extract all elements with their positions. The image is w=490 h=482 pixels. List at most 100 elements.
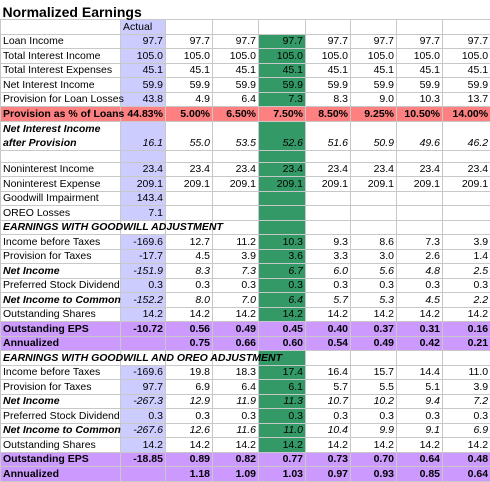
data-row: Income before Taxes -169.6 12.7 11.2 10.3 9.3… (0, 234, 490, 250)
cell (396, 19, 443, 35)
value-cell (350, 190, 397, 206)
value-cell: 0.56 (165, 321, 213, 337)
value-cell: 7.50% (258, 106, 306, 122)
value-cell (396, 350, 443, 366)
value-cell: 0.49 (350, 335, 397, 351)
data-row: Outstanding EPS -18.85 0.89 0.82 0.77 0.73 0.7… (0, 451, 490, 467)
value-cell: 6.9 (165, 379, 213, 395)
value-cell: 105.0 (350, 48, 397, 64)
value-cell: 18.3 (212, 364, 259, 380)
value-cell: 23.4 (258, 161, 306, 177)
value-cell: 0.40 (305, 321, 351, 337)
value-cell: 11.2 (212, 234, 259, 250)
actual-cell: -169.6 (120, 234, 166, 250)
data-row: Total Interest Income 105.0 105.0 105.0 105.… (0, 48, 490, 64)
value-cell: 0.3 (305, 408, 351, 424)
actual-cell (120, 335, 166, 351)
value-cell: 9.9 (350, 422, 397, 438)
value-cell (396, 190, 443, 206)
cell (350, 19, 397, 35)
row-label: Preferred Stock Dividend (0, 408, 121, 424)
value-cell: 97.7 (258, 33, 306, 49)
value-cell (258, 149, 306, 163)
value-cell (350, 149, 397, 163)
value-cell: 105.0 (441, 48, 490, 64)
value-cell: 11.6 (212, 422, 259, 438)
value-cell: 14.2 (258, 437, 306, 453)
data-row: Outstanding Shares 14.2 14.2 14.2 14.2 14.2 14… (0, 437, 490, 453)
value-cell: 14.2 (165, 306, 213, 322)
value-cell: 5.6 (350, 263, 397, 279)
value-cell: 14.2 (165, 437, 213, 453)
value-cell (165, 149, 213, 163)
value-cell: 46.2 (441, 120, 490, 151)
value-cell: 14.2 (396, 437, 443, 453)
value-cell: 3.9 (212, 248, 259, 264)
value-cell: 59.9 (165, 77, 213, 93)
value-cell: 0.48 (441, 451, 490, 467)
value-cell: 2.2 (441, 292, 490, 308)
row-label: Goodwill Impairment (0, 190, 121, 206)
value-cell: 7.0 (212, 292, 259, 308)
value-cell: 14.2 (212, 437, 259, 453)
value-cell (396, 205, 443, 221)
value-cell: 59.9 (305, 77, 351, 93)
value-cell: 50.9 (350, 120, 397, 151)
data-row: Goodwill Impairment 143.4 (0, 190, 490, 206)
value-cell: 0.49 (212, 321, 259, 337)
value-cell: 0.66 (212, 335, 259, 351)
value-cell: 14.2 (258, 306, 306, 322)
value-cell: 4.8 (396, 263, 443, 279)
value-cell: 23.4 (350, 161, 397, 177)
value-cell: 3.9 (441, 379, 490, 395)
data-row: Preferred Stock Dividend 0.3 0.3 0.3 0.3 0.3 0… (0, 277, 490, 293)
value-cell (305, 350, 351, 366)
value-cell: 3.9 (441, 234, 490, 250)
data-row: Net Interest Income after Provision 16.1 5… (0, 120, 490, 151)
data-row: Annualized 0.75 0.66 0.60 0.54 0.49 0.42 0.21 (0, 335, 490, 351)
value-cell: 0.3 (165, 408, 213, 424)
row-label: Income before Taxes (0, 364, 121, 380)
value-cell: 6.4 (258, 292, 306, 308)
value-cell: 51.6 (305, 120, 351, 151)
value-cell: 12.7 (165, 234, 213, 250)
value-cell: 14.2 (305, 306, 351, 322)
actual-cell: 43.8 (120, 91, 166, 107)
data-row: Total Interest Expenses 45.1 45.1 45.1 45.1 4… (0, 62, 490, 78)
value-cell: 5.00% (165, 106, 213, 122)
value-cell: 7.3 (258, 91, 306, 107)
data-row: OREO Losses 7.1 (0, 205, 490, 221)
value-cell (396, 219, 443, 235)
cell (441, 19, 490, 35)
value-cell: 0.73 (305, 451, 351, 467)
value-cell: 0.75 (165, 335, 213, 351)
value-cell: 23.4 (305, 161, 351, 177)
value-cell: 15.7 (350, 364, 397, 380)
value-cell: 12.9 (165, 393, 213, 409)
value-cell: 0.3 (396, 408, 443, 424)
value-cell: 0.77 (258, 451, 306, 467)
value-cell: 0.3 (258, 408, 306, 424)
value-cell: 4.5 (396, 292, 443, 308)
value-cell: 9.4 (396, 393, 443, 409)
actual-cell: 0.3 (120, 408, 166, 424)
value-cell (165, 190, 213, 206)
title-row: Normalized Earnings (0, 0, 490, 20)
data-row: Net Income to Common -152.2 8.0 7.0 6.4 5.7 5.… (0, 292, 490, 308)
value-cell: 105.0 (212, 48, 259, 64)
value-cell: 0.37 (350, 321, 397, 337)
value-cell: 0.3 (350, 408, 397, 424)
value-cell: 1.18 (165, 466, 213, 482)
value-cell: 10.4 (305, 422, 351, 438)
value-cell: 0.70 (350, 451, 397, 467)
value-cell: 11.0 (258, 422, 306, 438)
value-cell: 105.0 (258, 48, 306, 64)
row-label: Outstanding EPS (0, 321, 121, 337)
data-row: Outstanding Shares 14.2 14.2 14.2 14.2 14.2 14… (0, 306, 490, 322)
value-cell: 0.3 (305, 277, 351, 293)
value-cell: 10.2 (350, 393, 397, 409)
row-label: Net Interest Income (0, 77, 121, 93)
value-cell: 8.50% (305, 106, 351, 122)
